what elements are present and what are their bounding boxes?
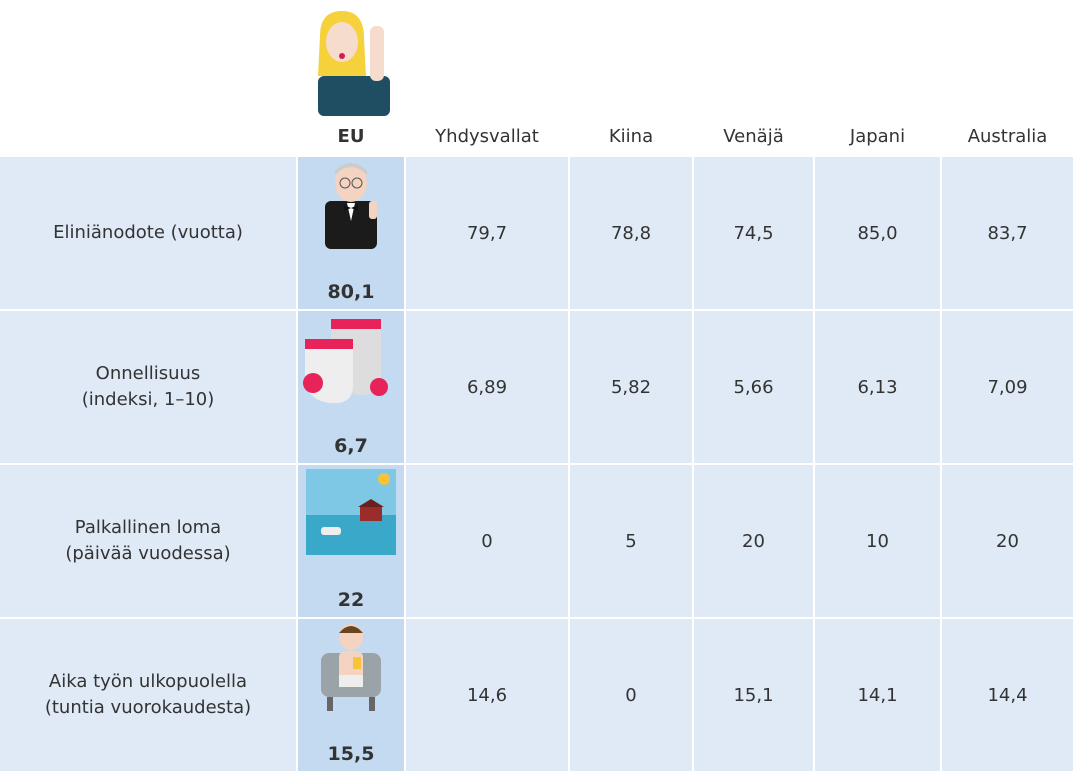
value-cell: 5 — [570, 465, 692, 617]
value-cell: 0 — [406, 465, 568, 617]
eu-value: 80,1 — [327, 281, 375, 303]
value-cell: 0 — [570, 619, 692, 771]
value-cell: 6,13 — [815, 311, 940, 463]
row-label-line: (tuntia vuorokaudesta) — [44, 697, 252, 718]
row-label-line: Onnellisuus — [95, 363, 201, 384]
row-icon — [301, 315, 401, 410]
row-icon — [311, 623, 391, 716]
value-cell: 78,8 — [570, 157, 692, 309]
eu-cell: 80,1 — [298, 157, 404, 309]
value-cell: 10 — [815, 465, 940, 617]
row-label-line: Eliniänodote (vuotta) — [53, 222, 243, 243]
table: EU Yhdysvallat Kiina Venäjä Japani Australia E… — [0, 118, 1073, 771]
value-cell: 83,7 — [942, 157, 1073, 309]
eu-cell: 15,5 — [298, 619, 404, 771]
column-header: Venäjä — [694, 118, 813, 155]
value-cell: 15,1 — [694, 619, 813, 771]
row-label-line: Palkallinen loma — [74, 517, 222, 538]
row-label: Palkallinen loma (päivää vuodessa) — [0, 465, 296, 617]
value-cell: 5,66 — [694, 311, 813, 463]
row-label-line: Aika työn ulkopuolella — [48, 671, 248, 692]
value-cell: 79,7 — [406, 157, 568, 309]
column-header: Australia — [942, 118, 1073, 155]
value-cell: 85,0 — [815, 157, 940, 309]
row-label-line: (päivää vuodessa) — [65, 543, 231, 564]
value-cell: 20 — [942, 465, 1073, 617]
value-cell: 5,82 — [570, 311, 692, 463]
column-header: Yhdysvallat — [406, 118, 568, 155]
eu-value: 15,5 — [327, 743, 375, 765]
eu-value: 22 — [337, 589, 365, 611]
column-header: Japani — [815, 118, 940, 155]
value-cell: 7,09 — [942, 311, 1073, 463]
row-label: Eliniänodote (vuotta) — [0, 157, 296, 309]
row-label: Onnellisuus (indeksi, 1–10) — [0, 311, 296, 463]
eu-icon — [318, 11, 390, 116]
column-header: EU — [298, 118, 404, 155]
value-cell: 14,1 — [815, 619, 940, 771]
header-blank — [0, 118, 296, 155]
row-icon — [306, 469, 396, 560]
value-cell: 14,4 — [942, 619, 1073, 771]
value-cell: 20 — [694, 465, 813, 617]
eu-value: 6,7 — [334, 435, 368, 457]
eu-cell: 6,7 — [298, 311, 404, 463]
value-cell: 14,6 — [406, 619, 568, 771]
value-cell: 6,89 — [406, 311, 568, 463]
row-icon — [311, 161, 391, 254]
column-header: Kiina — [570, 118, 692, 155]
row-label: Aika työn ulkopuolella (tuntia vuorokaude… — [0, 619, 296, 771]
row-label-line: (indeksi, 1–10) — [81, 389, 215, 410]
eu-cell: 22 — [298, 465, 404, 617]
value-cell: 74,5 — [694, 157, 813, 309]
